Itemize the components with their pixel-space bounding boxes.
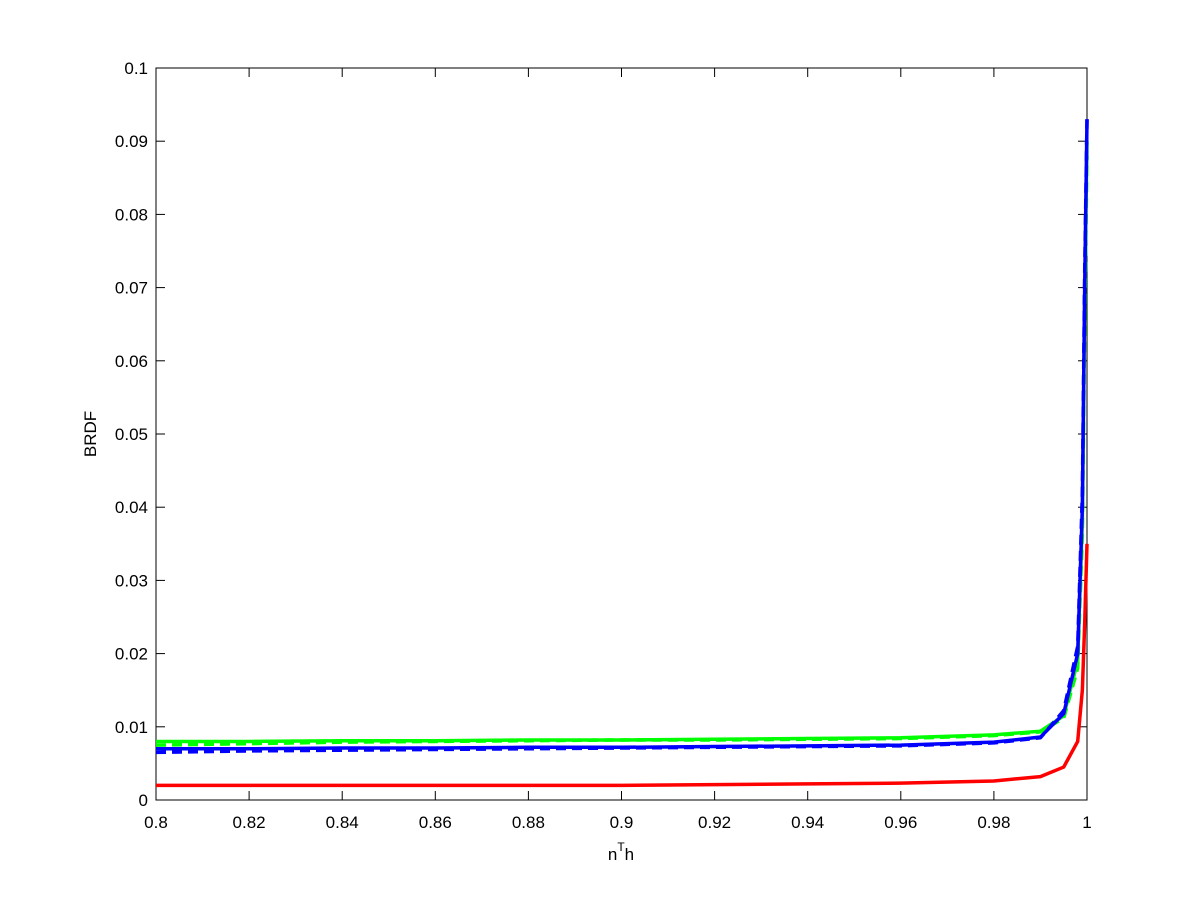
y-tick-label: 0 — [139, 791, 148, 810]
y-tick-label: 0.03 — [115, 571, 148, 590]
x-tick-label: 0.96 — [884, 813, 917, 832]
y-tick-label: 0.08 — [115, 205, 148, 224]
y-tick-label: 0.04 — [115, 498, 148, 517]
x-label-part: h — [625, 845, 634, 864]
x-label-sup: T — [617, 840, 625, 854]
y-axis-label: BRDF — [81, 411, 100, 457]
x-tick-label: 1 — [1082, 813, 1091, 832]
x-tick-label: 0.82 — [233, 813, 266, 832]
plot-area — [155, 67, 1088, 801]
y-tick-label: 0.01 — [115, 718, 148, 737]
data-line — [155, 119, 1089, 755]
x-axis-label: nTh — [608, 840, 634, 864]
y-tick-label: 0.07 — [115, 279, 148, 298]
y-tick-label: 0.02 — [115, 645, 148, 664]
data-line — [156, 119, 1089, 751]
x-tick-label: 0.88 — [512, 813, 545, 832]
x-tick-label: 0.86 — [419, 813, 452, 832]
data-line — [156, 543, 1089, 788]
y-tick-label: 0.09 — [115, 132, 148, 151]
x-tick-label: 0.98 — [977, 813, 1010, 832]
x-tick-label: 0.84 — [326, 813, 359, 832]
x-tick-label: 0.92 — [698, 813, 731, 832]
x-tick-label: 0.9 — [610, 813, 634, 832]
y-tick-label: 0.06 — [115, 352, 148, 371]
y-tick-label: 0.1 — [124, 59, 148, 78]
x-tick-label: 0.8 — [144, 813, 168, 832]
x-tick-label: 0.94 — [791, 813, 824, 832]
y-tick-label: 0.05 — [115, 425, 148, 444]
x-label-part: n — [608, 845, 617, 864]
